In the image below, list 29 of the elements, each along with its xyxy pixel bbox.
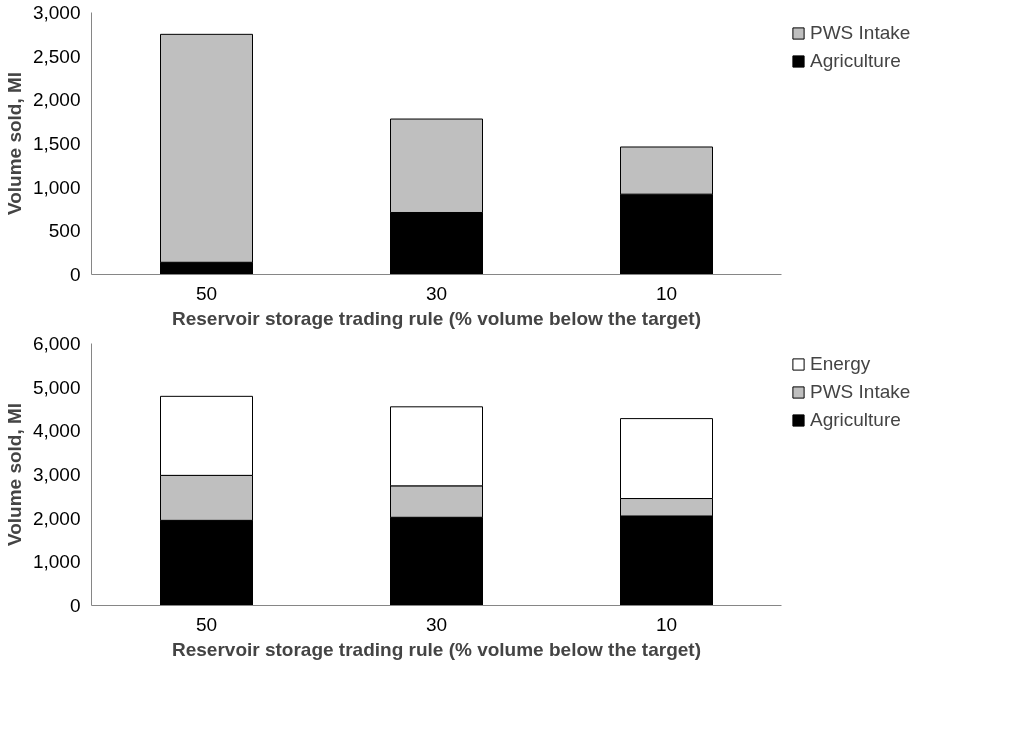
y-tick-label: 0 (69, 595, 81, 616)
y-tick-label: 1,000 (32, 551, 81, 573)
y-tick-label: 2,000 (32, 507, 81, 529)
x-tick-label: 50 (195, 282, 218, 304)
x-axis-title: Reservoir storage trading rule (% volume below the target) (172, 307, 701, 329)
y-tick-label: 5,000 (32, 376, 81, 398)
y-tick-label: 1,500 (32, 133, 81, 154)
y-tick-label: 6,000 (32, 333, 81, 354)
y-tick-label: 500 (48, 220, 81, 242)
y-tick-label: 4,000 (32, 420, 81, 442)
legend-label: Agriculture (810, 409, 901, 431)
legend-label: PWS Intake (810, 381, 911, 403)
y-axis-title: Volume sold, Ml (3, 402, 25, 547)
x-tick-label: 50 (195, 613, 218, 635)
y-tick-label: 0 (69, 264, 81, 285)
x-tick-label: 30 (425, 282, 448, 304)
y-tick-label: 2,000 (32, 89, 81, 111)
y-tick-label: 3,000 (32, 2, 81, 23)
x-tick-label: 30 (425, 613, 448, 635)
legend-label: Agriculture (810, 50, 901, 72)
x-axis-title: Reservoir storage trading rule (% volume below the target) (172, 638, 701, 660)
y-tick-label: 3,000 (32, 464, 81, 485)
legend-label: PWS Intake (810, 22, 911, 44)
x-tick-label: 10 (655, 282, 678, 304)
y-tick-label: 2,500 (32, 45, 81, 67)
legend-label: Energy (810, 353, 871, 375)
y-tick-label: 1,000 (32, 176, 81, 198)
x-tick-label: 10 (655, 613, 678, 635)
y-axis-title: Volume sold, Ml (3, 71, 25, 216)
